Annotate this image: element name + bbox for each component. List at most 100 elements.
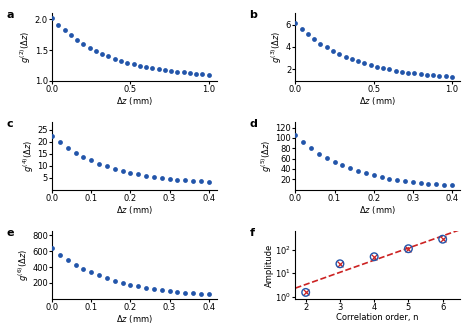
Point bbox=[405, 246, 412, 251]
Point bbox=[379, 65, 387, 71]
Point bbox=[331, 159, 338, 165]
Point bbox=[302, 290, 310, 295]
Point bbox=[336, 51, 343, 57]
Point bbox=[48, 16, 56, 21]
Point bbox=[205, 179, 212, 185]
Point bbox=[117, 58, 125, 63]
Point bbox=[323, 155, 330, 161]
Point bbox=[317, 41, 324, 46]
Point bbox=[439, 237, 447, 242]
Point bbox=[88, 158, 95, 163]
Point bbox=[199, 71, 206, 77]
Point bbox=[111, 56, 118, 61]
Point bbox=[95, 273, 103, 278]
Point bbox=[298, 26, 305, 32]
Point bbox=[56, 139, 64, 145]
Point bbox=[72, 262, 80, 267]
Point bbox=[409, 179, 417, 185]
X-axis label: $\Delta z$ (mm): $\Delta z$ (mm) bbox=[359, 204, 396, 216]
Point bbox=[315, 151, 323, 156]
Point bbox=[182, 290, 189, 295]
Point bbox=[127, 282, 134, 287]
Point bbox=[166, 176, 173, 182]
Point bbox=[135, 284, 142, 289]
Point bbox=[161, 67, 169, 73]
Point bbox=[338, 163, 346, 168]
Point bbox=[432, 182, 440, 187]
Point bbox=[329, 48, 337, 53]
Point bbox=[61, 28, 68, 33]
Point bbox=[155, 67, 163, 72]
Point bbox=[72, 150, 80, 155]
Point bbox=[80, 41, 87, 46]
X-axis label: $\Delta z$ (mm): $\Delta z$ (mm) bbox=[116, 313, 153, 325]
Point bbox=[88, 270, 95, 275]
Point bbox=[119, 168, 127, 174]
Point bbox=[448, 183, 456, 188]
Point bbox=[336, 261, 344, 267]
Point bbox=[439, 237, 447, 242]
Point bbox=[136, 63, 144, 68]
Point bbox=[346, 166, 354, 171]
Point bbox=[410, 71, 418, 76]
Y-axis label: Amplitude: Amplitude bbox=[265, 243, 274, 287]
Point bbox=[64, 257, 72, 263]
Text: a: a bbox=[6, 10, 14, 20]
Point bbox=[186, 70, 194, 76]
Point bbox=[173, 177, 181, 182]
Point bbox=[150, 174, 158, 180]
Point bbox=[348, 56, 356, 62]
Point bbox=[342, 54, 349, 59]
Point bbox=[323, 45, 330, 50]
Point bbox=[205, 72, 212, 77]
Text: c: c bbox=[6, 119, 13, 129]
Point bbox=[373, 64, 381, 69]
Point bbox=[378, 174, 385, 180]
Point bbox=[64, 145, 72, 150]
Point bbox=[440, 182, 448, 187]
Point bbox=[173, 69, 181, 74]
Point bbox=[429, 73, 437, 78]
Point bbox=[80, 154, 87, 159]
Point bbox=[370, 173, 377, 178]
Point bbox=[180, 70, 187, 75]
Point bbox=[124, 60, 131, 65]
X-axis label: $\Delta z$ (mm): $\Delta z$ (mm) bbox=[116, 95, 153, 107]
Y-axis label: $g^{(2)}(\Delta z)$: $g^{(2)}(\Delta z)$ bbox=[19, 31, 34, 63]
Point bbox=[385, 176, 393, 181]
Point bbox=[197, 179, 205, 184]
Point bbox=[354, 59, 362, 64]
Point bbox=[99, 51, 106, 56]
Point bbox=[166, 289, 173, 294]
Point bbox=[385, 67, 393, 72]
Point bbox=[135, 172, 142, 177]
Point bbox=[80, 266, 87, 271]
Point bbox=[148, 65, 156, 71]
Point bbox=[292, 133, 299, 138]
Point bbox=[67, 33, 75, 38]
Y-axis label: $g^{(6)}(\Delta z)$: $g^{(6)}(\Delta z)$ bbox=[16, 249, 31, 281]
Point bbox=[189, 291, 197, 296]
Text: f: f bbox=[249, 228, 255, 238]
Point bbox=[103, 164, 111, 169]
Point bbox=[361, 61, 368, 66]
Point bbox=[405, 246, 412, 251]
Point bbox=[354, 168, 362, 174]
Point bbox=[56, 252, 64, 257]
Point bbox=[304, 32, 312, 37]
Point bbox=[197, 291, 205, 296]
Point bbox=[130, 61, 137, 67]
Point bbox=[300, 139, 307, 145]
Point bbox=[158, 175, 165, 181]
Point bbox=[404, 70, 412, 75]
Point bbox=[142, 285, 150, 290]
Point bbox=[167, 68, 175, 74]
Point bbox=[205, 292, 212, 297]
X-axis label: $\Delta z$ (mm): $\Delta z$ (mm) bbox=[116, 204, 153, 216]
Point bbox=[55, 22, 62, 27]
Point bbox=[119, 280, 127, 286]
Point bbox=[417, 71, 424, 77]
Y-axis label: $g^{(5)}(\Delta z)$: $g^{(5)}(\Delta z)$ bbox=[260, 140, 274, 172]
Point bbox=[307, 146, 315, 151]
Point bbox=[192, 71, 200, 76]
